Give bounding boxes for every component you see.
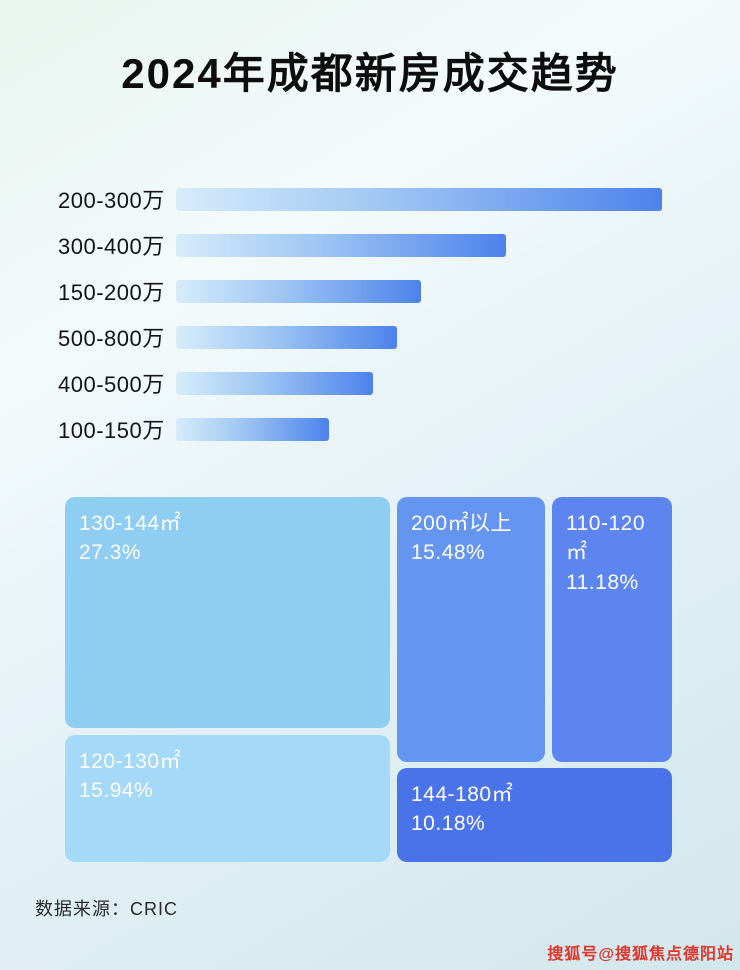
bar-category-label: 500-800万: [58, 326, 165, 351]
treemap-block-200-plus: 200㎡以上 15.48%: [397, 497, 545, 762]
data-source-note: 数据来源：CRIC: [35, 899, 178, 919]
bar-track: [176, 371, 662, 395]
treemap-block-110-120: 110-120㎡ 11.18%: [552, 497, 672, 762]
treemap-block-label: 120-130㎡: [79, 750, 182, 773]
price-band-bar-chart: 200-300万 300-400万 150-200万 500-800万 400-: [0, 176, 740, 452]
treemap-block-value: 15.94%: [79, 779, 154, 803]
treemap-block-120-130: 120-130㎡ 15.94%: [65, 735, 390, 862]
treemap-block-value: 27.3%: [79, 541, 142, 565]
bar-track: [176, 279, 662, 303]
treemap-block-144-180: 144-180㎡ 10.18%: [397, 768, 672, 862]
bar: [176, 187, 662, 211]
treemap-block-value: 10.18%: [411, 812, 486, 836]
bar-row: 200-300万: [0, 176, 740, 222]
bar-track: [176, 417, 662, 441]
page-title: 2024年成都新房成交趋势: [121, 50, 619, 97]
treemap-block-value: 11.18%: [566, 570, 639, 594]
bar-category-label: 300-400万: [58, 234, 165, 259]
bar-row: 100-150万: [0, 406, 740, 452]
treemap-block-label: 110-120㎡: [566, 512, 646, 565]
bar: [176, 233, 507, 257]
treemap-block-label: 144-180㎡: [411, 783, 514, 806]
bar-row: 500-800万: [0, 314, 740, 360]
treemap-block-label: 130-144㎡: [79, 512, 182, 535]
treemap-block-130-144: 130-144㎡ 27.3%: [65, 497, 390, 728]
bar-row: 400-500万: [0, 360, 740, 406]
bar-track: [176, 187, 662, 211]
bar-category-label: 400-500万: [58, 372, 165, 397]
bar-track: [176, 325, 662, 349]
bar-category-label: 100-150万: [58, 418, 165, 443]
bar: [176, 325, 398, 349]
bar-category-label: 150-200万: [58, 280, 165, 305]
bar-row: 300-400万: [0, 222, 740, 268]
bar: [176, 279, 422, 303]
bar-category-label: 200-300万: [58, 188, 165, 213]
watermark-text: 搜狐号@搜狐焦点德阳站: [547, 946, 734, 963]
bar-row: 150-200万: [0, 268, 740, 314]
bar: [176, 371, 373, 395]
bar-track: [176, 233, 662, 257]
treemap-block-label: 200㎡以上: [411, 512, 513, 535]
bar: [176, 417, 330, 441]
treemap-block-value: 15.48%: [411, 541, 486, 565]
area-share-treemap: 130-144㎡ 27.3% 120-130㎡ 15.94% 200㎡以上 15…: [65, 497, 672, 862]
